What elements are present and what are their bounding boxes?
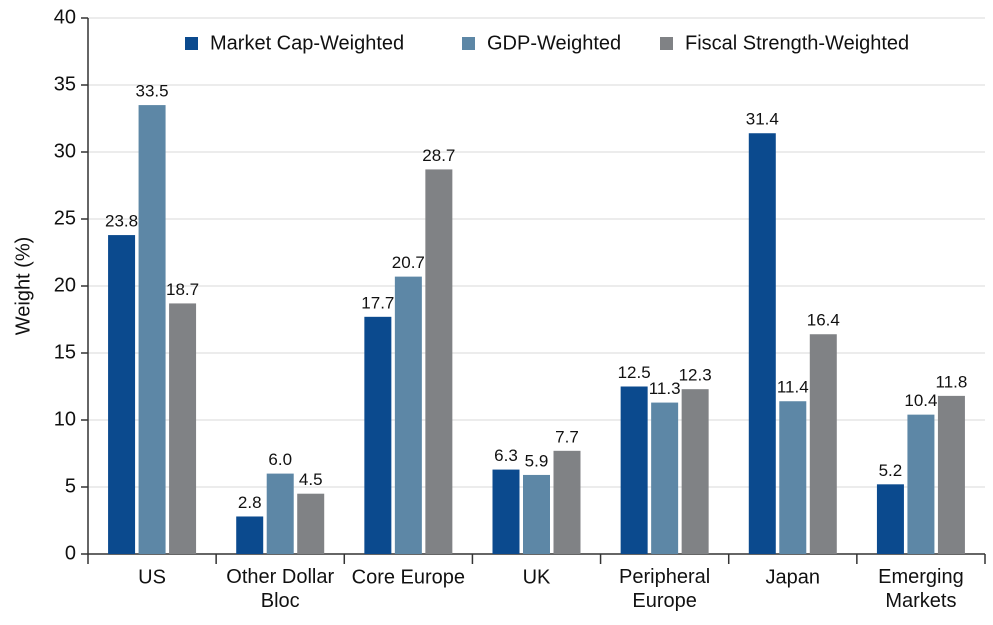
value-label: 33.5 (136, 82, 169, 101)
bar (779, 401, 807, 554)
bar (108, 235, 136, 554)
legend-swatch (660, 37, 673, 50)
y-tick-label: 0 (65, 542, 76, 564)
value-label: 5.2 (879, 461, 903, 480)
bar (394, 276, 422, 554)
value-label: 5.9 (525, 451, 549, 470)
bar (523, 474, 550, 554)
bar (651, 402, 679, 554)
value-label: 17.7 (361, 293, 394, 312)
y-axis-label: Weight (%) (12, 237, 34, 336)
y-tick-label: 40 (54, 6, 76, 28)
bar (907, 414, 935, 554)
x-tick-label-line: Markets (885, 590, 956, 612)
x-tick-label-line: Bloc (261, 590, 300, 612)
value-label: 11.8 (936, 372, 968, 391)
y-tick-label: 25 (54, 207, 76, 229)
legend-label: Fiscal Strength-Weighted (685, 32, 909, 54)
x-tick-label: Japan (766, 566, 821, 588)
x-tick-label-line: Peripheral (619, 566, 710, 588)
y-tick-label: 15 (54, 341, 76, 363)
value-label: 12.5 (618, 363, 651, 382)
value-label: 20.7 (392, 253, 425, 272)
x-tick-label-line: Europe (632, 590, 697, 612)
value-label: 6.3 (494, 446, 518, 465)
y-tick-label: 5 (65, 475, 76, 497)
x-tick-label: Peripheral Europe (619, 566, 710, 612)
value-label: 28.7 (422, 146, 455, 165)
y-tick-label: 20 (54, 274, 76, 296)
value-label: 7.7 (555, 427, 579, 446)
legend-label: GDP-Weighted (487, 32, 621, 54)
bar (553, 450, 581, 554)
bar (425, 169, 453, 555)
value-label: 10.4 (904, 391, 937, 410)
x-tick-label: UK (523, 566, 551, 588)
legend-swatch (185, 37, 198, 50)
bar (138, 105, 166, 554)
x-tick-label-line: Emerging (878, 566, 964, 588)
legend-swatch (462, 37, 475, 50)
value-label: 18.7 (166, 280, 199, 299)
bar (620, 386, 648, 554)
bar (169, 303, 197, 554)
value-label: 12.3 (679, 366, 712, 385)
bar (364, 316, 392, 554)
x-tick-label: Core Europe (352, 566, 465, 588)
bar (809, 334, 837, 554)
value-label: 11.3 (649, 379, 681, 398)
bar (492, 469, 520, 554)
value-label: 16.4 (807, 311, 840, 330)
bar (748, 133, 776, 555)
bar (266, 473, 294, 554)
x-tick-label: US (138, 566, 166, 588)
bar (297, 493, 325, 554)
y-tick-label: 10 (54, 408, 76, 430)
x-tick-label: Other Dollar Bloc (226, 566, 334, 612)
bar (876, 484, 904, 554)
value-label: 6.0 (268, 450, 292, 469)
value-label: 4.5 (299, 470, 323, 489)
value-label: 2.8 (238, 493, 262, 512)
y-tick-label: 35 (54, 73, 76, 95)
bar (681, 389, 709, 554)
x-tick-label-line: Other Dollar (226, 566, 334, 588)
bar (236, 516, 264, 554)
legend-label: Market Cap-Weighted (210, 32, 404, 54)
y-tick-label: 30 (54, 140, 76, 162)
value-label: 23.8 (105, 212, 138, 231)
value-label: 11.4 (777, 378, 809, 397)
value-label: 31.4 (746, 110, 779, 129)
bar (937, 395, 965, 554)
x-tick-label: Emerging Markets (878, 566, 964, 612)
